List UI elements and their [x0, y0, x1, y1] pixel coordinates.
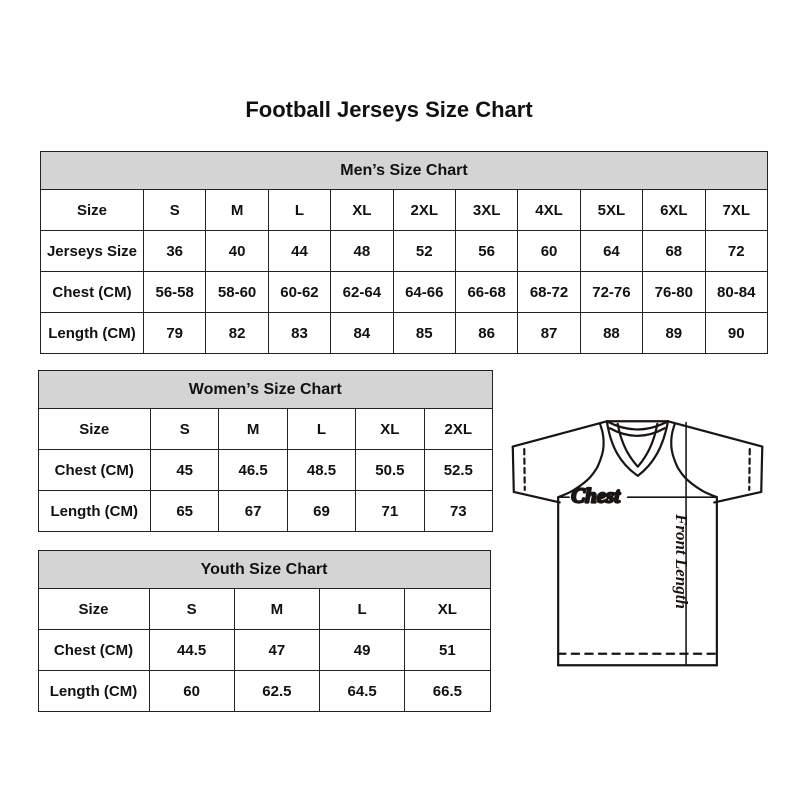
svg-text:Chest: Chest — [571, 483, 621, 507]
